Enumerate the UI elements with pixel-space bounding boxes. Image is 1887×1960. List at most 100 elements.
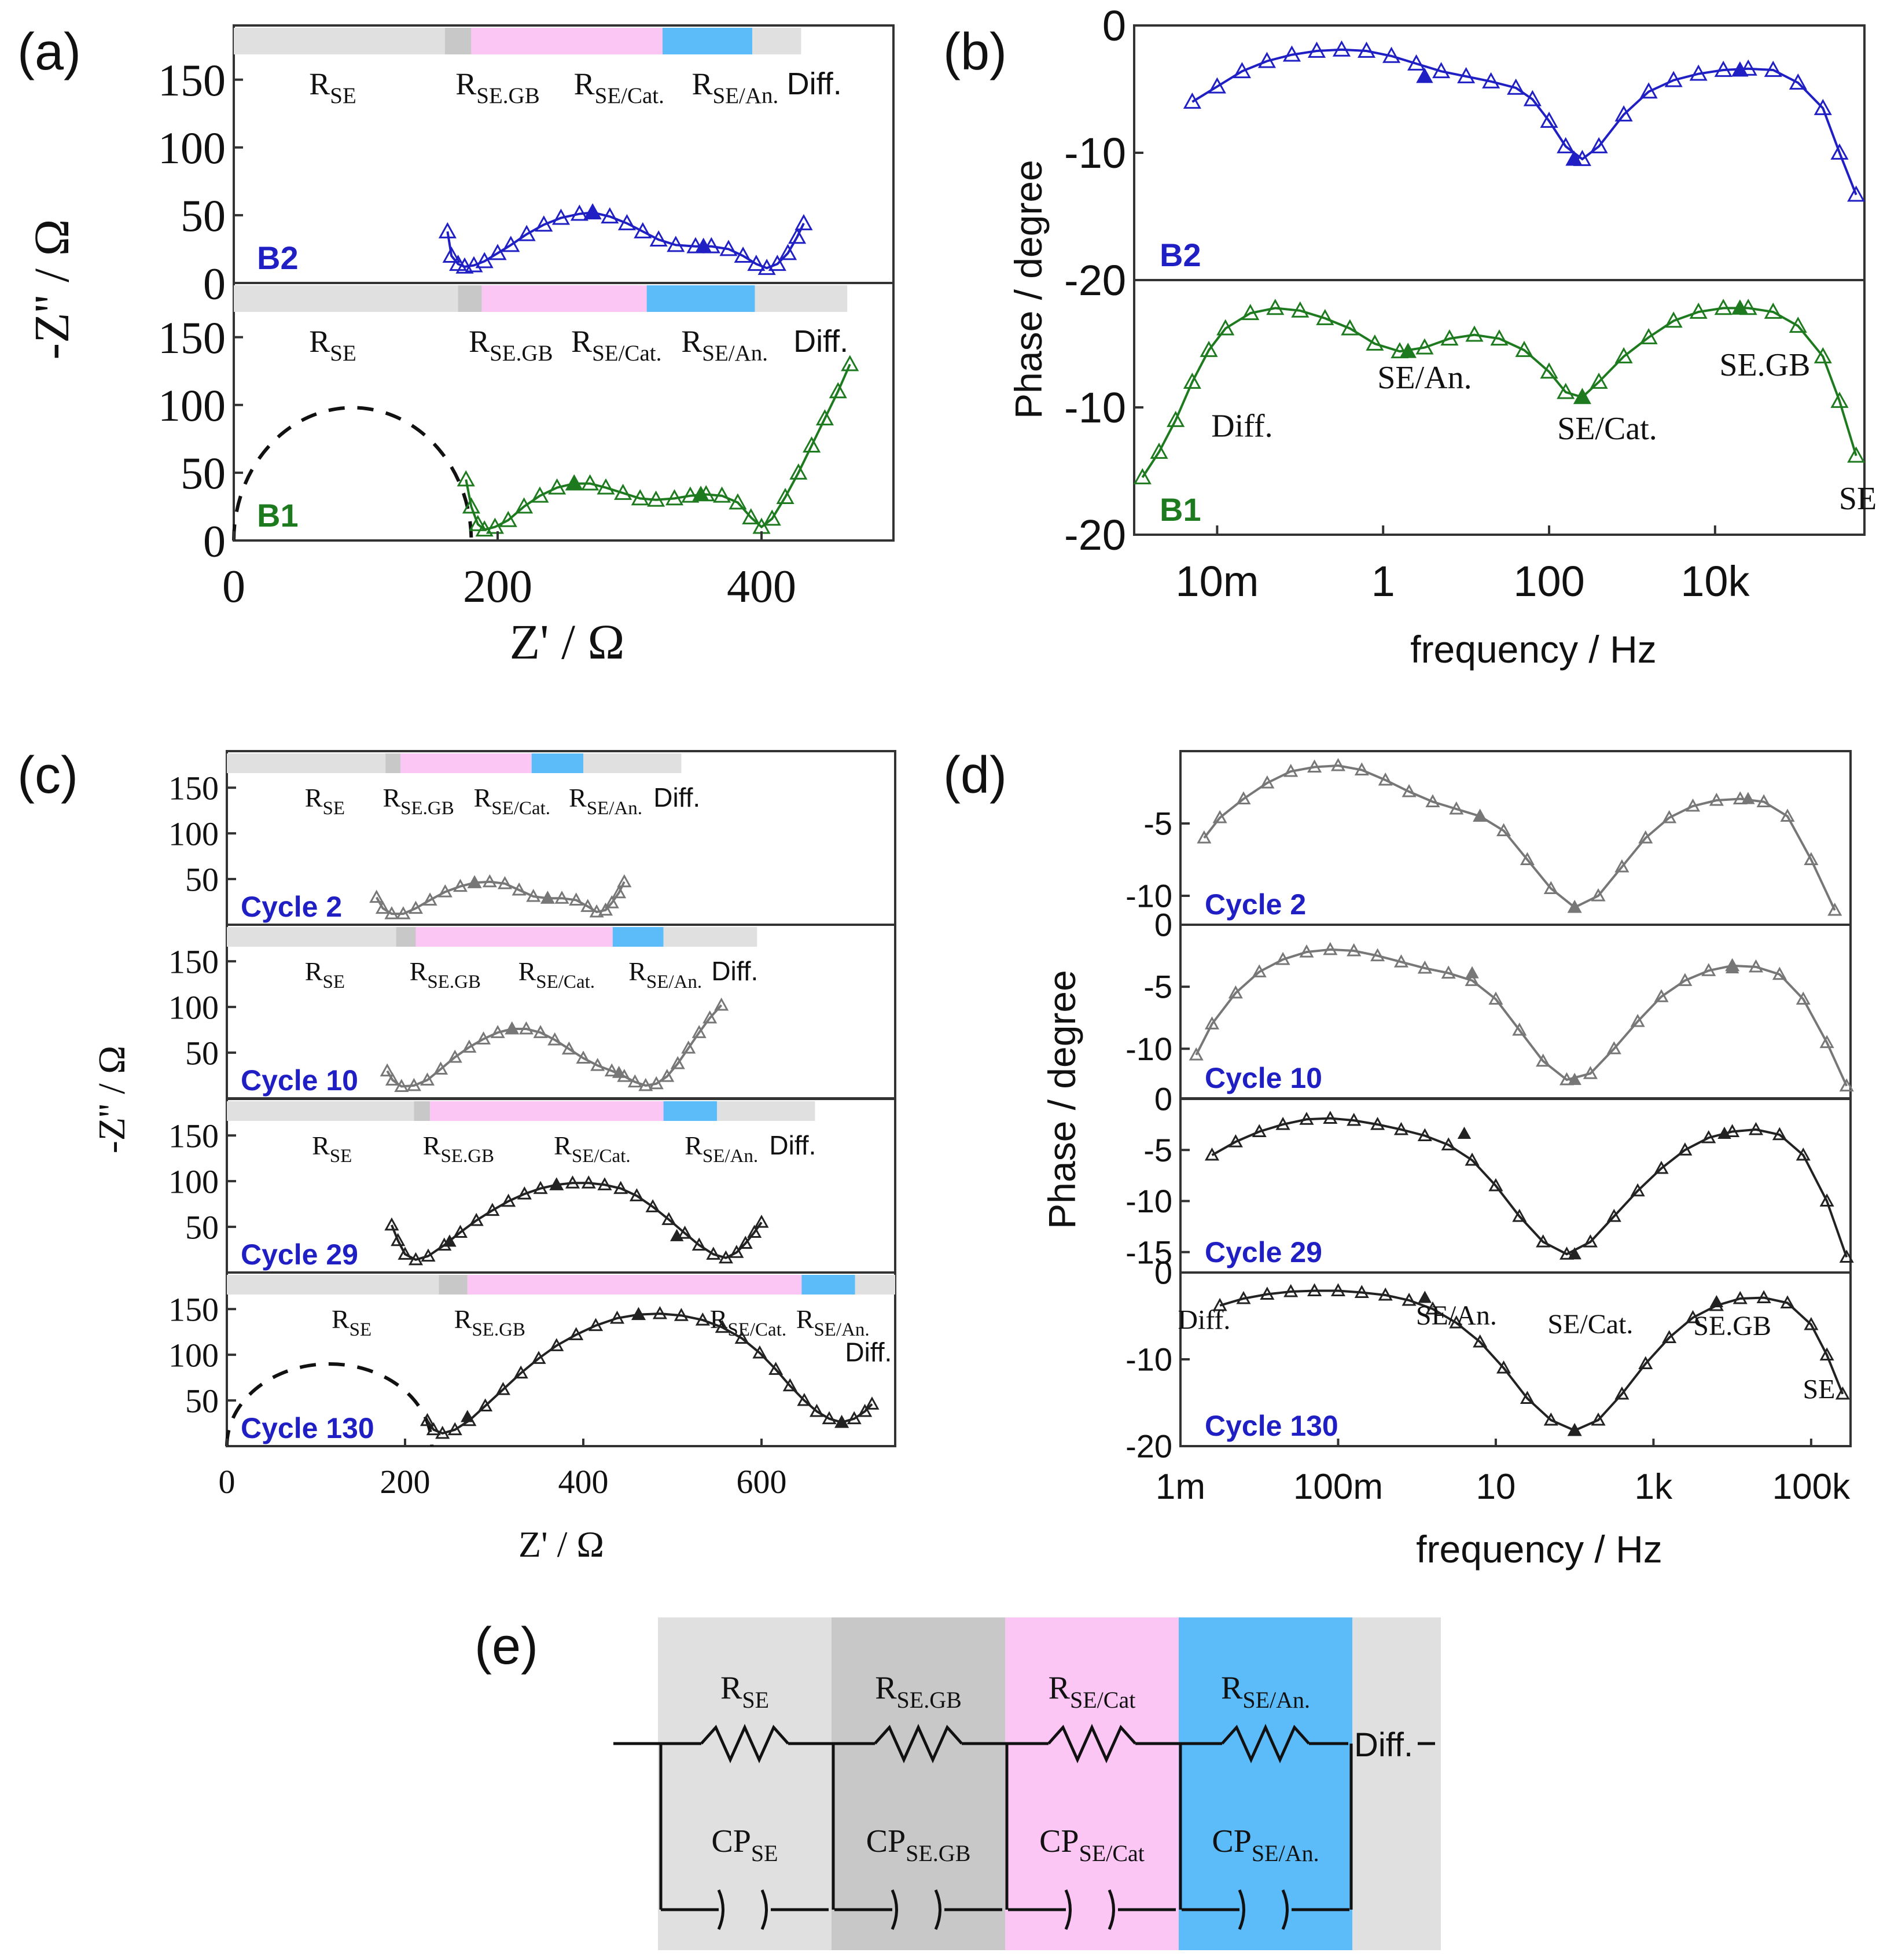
data-point	[1473, 1334, 1488, 1348]
annotation-gb: SE.GB	[1719, 347, 1810, 383]
y-tick-label: 150	[168, 1117, 219, 1154]
data-point	[1662, 810, 1677, 823]
data-point	[614, 483, 632, 500]
annotation-gb: SE.GB	[1693, 1311, 1771, 1341]
band-label: RSE.GB	[454, 1304, 525, 1340]
resistance-subscript: SE.GB	[472, 1319, 525, 1340]
data-point	[398, 1246, 413, 1260]
data-point	[1847, 446, 1866, 463]
data-point-highlight	[540, 891, 555, 904]
data-point	[1630, 1183, 1645, 1197]
resistance-subscript: SE/An.	[1242, 1687, 1310, 1713]
data-point	[1638, 830, 1653, 844]
data-point	[1332, 40, 1351, 57]
data-point	[1228, 985, 1243, 999]
data-point	[763, 509, 781, 526]
data-point	[406, 1078, 421, 1091]
data-point	[1796, 1147, 1811, 1161]
data-point	[589, 904, 604, 918]
data-point	[1748, 959, 1764, 973]
y-tick-label: 150	[158, 312, 226, 363]
plot-frame	[233, 282, 895, 542]
data-point	[1772, 1127, 1787, 1141]
resistance-subscript: SE	[350, 1319, 372, 1340]
data-point	[475, 252, 494, 269]
data-point	[1407, 54, 1426, 71]
data-point	[420, 1413, 435, 1426]
data-point	[768, 255, 786, 271]
data-point	[1366, 334, 1384, 351]
data-point	[420, 1072, 435, 1086]
resistance-symbol: R	[681, 324, 702, 359]
data-point	[1432, 62, 1451, 79]
data-point	[1441, 1137, 1456, 1150]
data-point	[581, 1175, 596, 1189]
data-point-highlight	[505, 1021, 519, 1034]
band-label: RSE.GB	[423, 1131, 494, 1167]
data-point	[1496, 1360, 1511, 1374]
data-point	[1370, 1117, 1385, 1130]
data-point	[754, 1215, 769, 1228]
cpe-label: CPSE.GB	[866, 1823, 971, 1866]
data-point	[691, 1237, 707, 1251]
resistance-subscript: SE/Cat	[1079, 1840, 1145, 1866]
data-point	[453, 878, 468, 892]
y-tick-label: 0	[1102, 2, 1126, 50]
data-point	[1330, 1283, 1346, 1296]
data-point	[1819, 1347, 1834, 1360]
resistance-symbol: R	[454, 1304, 472, 1334]
band-gray	[227, 753, 386, 773]
data-point	[652, 1306, 667, 1319]
data-point	[1370, 948, 1385, 962]
data-point	[469, 514, 487, 531]
data-point	[462, 1039, 477, 1053]
data-point	[495, 1382, 510, 1395]
data-point	[1739, 299, 1757, 315]
resistance-subscript: SE/Cat.	[491, 798, 550, 819]
data-point	[1323, 1110, 1338, 1124]
resistor-label: RSE/An.	[1221, 1670, 1310, 1713]
data-point	[426, 1422, 441, 1436]
data-point	[1839, 1249, 1854, 1263]
data-point-highlight	[1731, 61, 1749, 77]
data-point-highlight	[1568, 900, 1581, 913]
data-point	[776, 487, 794, 504]
resistance-symbol: CP	[1039, 1823, 1079, 1859]
data-point-highlight	[1731, 299, 1749, 315]
plot-frame	[226, 924, 896, 1099]
band-gray	[755, 285, 848, 312]
data-point	[501, 1193, 516, 1207]
data-point	[1591, 888, 1606, 902]
diff-label: Diff.	[1354, 1726, 1413, 1764]
resistance-subscript: SE	[330, 341, 356, 366]
data-point	[747, 1224, 762, 1238]
y-tick-label: -10	[1125, 1031, 1172, 1067]
data-point	[1590, 372, 1608, 389]
band-label: RSE/An.	[685, 1131, 758, 1167]
band-label: RSE/An.	[681, 324, 768, 366]
data-point	[1780, 1295, 1795, 1308]
y-tick-label: 100	[168, 1336, 219, 1374]
data-point	[638, 1078, 653, 1091]
data-point	[1391, 342, 1409, 359]
cpe-plate	[891, 1889, 898, 1930]
resistance-symbol: R	[1049, 1670, 1071, 1706]
band-label: RSE/An.	[569, 783, 642, 819]
resistance-subscript: SE	[322, 798, 345, 819]
data-point	[1512, 1023, 1527, 1036]
y-tick-label: 100	[168, 1163, 219, 1200]
data-point	[1591, 1412, 1606, 1426]
data-point	[822, 1411, 837, 1425]
plot-frame	[226, 1271, 896, 1447]
cpe-plate	[760, 1889, 768, 1930]
circuit-block-gray	[658, 1617, 832, 1950]
data-point-highlight	[612, 1065, 626, 1078]
plot-frame	[1179, 1098, 1852, 1274]
data-point	[1208, 77, 1226, 94]
y-tick-label: -10	[1125, 1183, 1172, 1219]
data-point	[706, 1246, 721, 1260]
panel-letter-b: (b)	[943, 23, 1007, 81]
data-point	[789, 463, 808, 480]
